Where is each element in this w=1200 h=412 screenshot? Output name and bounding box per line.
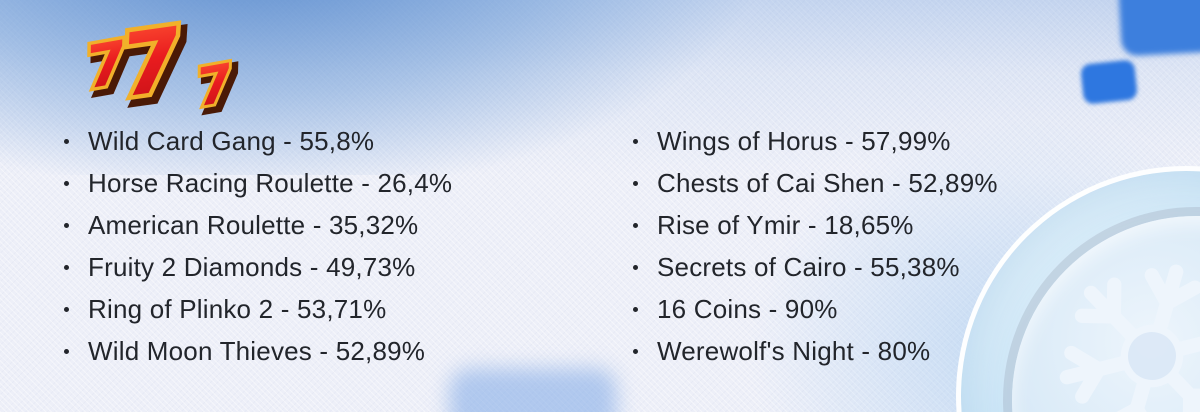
game-label: Rise of Ymir - 18,65% <box>657 209 914 240</box>
bullet-dot-icon <box>633 264 638 270</box>
game-label: Ring of Plinko 2 - 53,71% <box>88 293 387 324</box>
snowflake-icon <box>1026 230 1200 412</box>
game-list-item: Fruity 2 Diamonds - 49,73% <box>64 246 604 288</box>
game-label: Wild Card Gang - 55,8% <box>88 125 375 156</box>
bullet-dot-icon <box>633 348 638 354</box>
bullet-dot-icon <box>64 222 69 228</box>
bullet-dot-icon <box>633 180 638 186</box>
game-list-item: Secrets of Cairo - 55,38% <box>633 246 1173 288</box>
game-label: Chests of Cai Shen - 52,89% <box>657 167 998 198</box>
game-list-item: Chests of Cai Shen - 52,89% <box>633 162 1173 204</box>
game-list-item: Wild Moon Thieves - 52,89% <box>64 330 604 372</box>
game-label: Fruity 2 Diamonds - 49,73% <box>88 251 416 282</box>
decor-rect-large <box>1118 0 1200 57</box>
slot-777-logo: 7 7 7 7 7 7 <box>80 10 248 116</box>
seven-digit: 7 <box>115 10 188 116</box>
game-list-item: Wings of Horus - 57,99% <box>633 120 1173 162</box>
game-list-item: Wild Card Gang - 55,8% <box>64 120 604 162</box>
decor-rect-small <box>1080 59 1138 105</box>
game-list-item: 16 Coins - 90% <box>633 288 1173 330</box>
game-list-item: Ring of Plinko 2 - 53,71% <box>64 288 604 330</box>
game-label: Wings of Horus - 57,99% <box>657 125 951 156</box>
game-list-right: Wings of Horus - 57,99% Chests of Cai She… <box>633 120 1173 372</box>
game-list-item: Werewolf's Night - 80% <box>633 330 1173 372</box>
game-list-left: Wild Card Gang - 55,8% Horse Racing Roule… <box>64 120 604 372</box>
bullet-dot-icon <box>64 264 69 270</box>
bullet-dot-icon <box>64 180 69 186</box>
game-list-item: American Roulette - 35,32% <box>64 204 604 246</box>
bullet-dot-icon <box>633 306 638 312</box>
game-label: Secrets of Cairo - 55,38% <box>657 251 960 282</box>
game-label: American Roulette - 35,32% <box>88 209 419 240</box>
bullet-dot-icon <box>64 138 69 144</box>
game-list-item: Rise of Ymir - 18,65% <box>633 204 1173 246</box>
seven-shadow: 7 <box>120 15 193 116</box>
bullet-dot-icon <box>633 222 638 228</box>
game-label: Horse Racing Roulette - 26,4% <box>88 167 453 198</box>
bullet-dot-icon <box>64 348 69 354</box>
game-label: Wild Moon Thieves - 52,89% <box>88 335 426 366</box>
decor-blob-bottom <box>449 368 617 412</box>
bullet-dot-icon <box>64 306 69 312</box>
game-list-item: Horse Racing Roulette - 26,4% <box>64 162 604 204</box>
game-label: 16 Coins - 90% <box>657 293 838 324</box>
bullet-dot-icon <box>633 138 638 144</box>
game-label: Werewolf's Night - 80% <box>657 335 931 366</box>
